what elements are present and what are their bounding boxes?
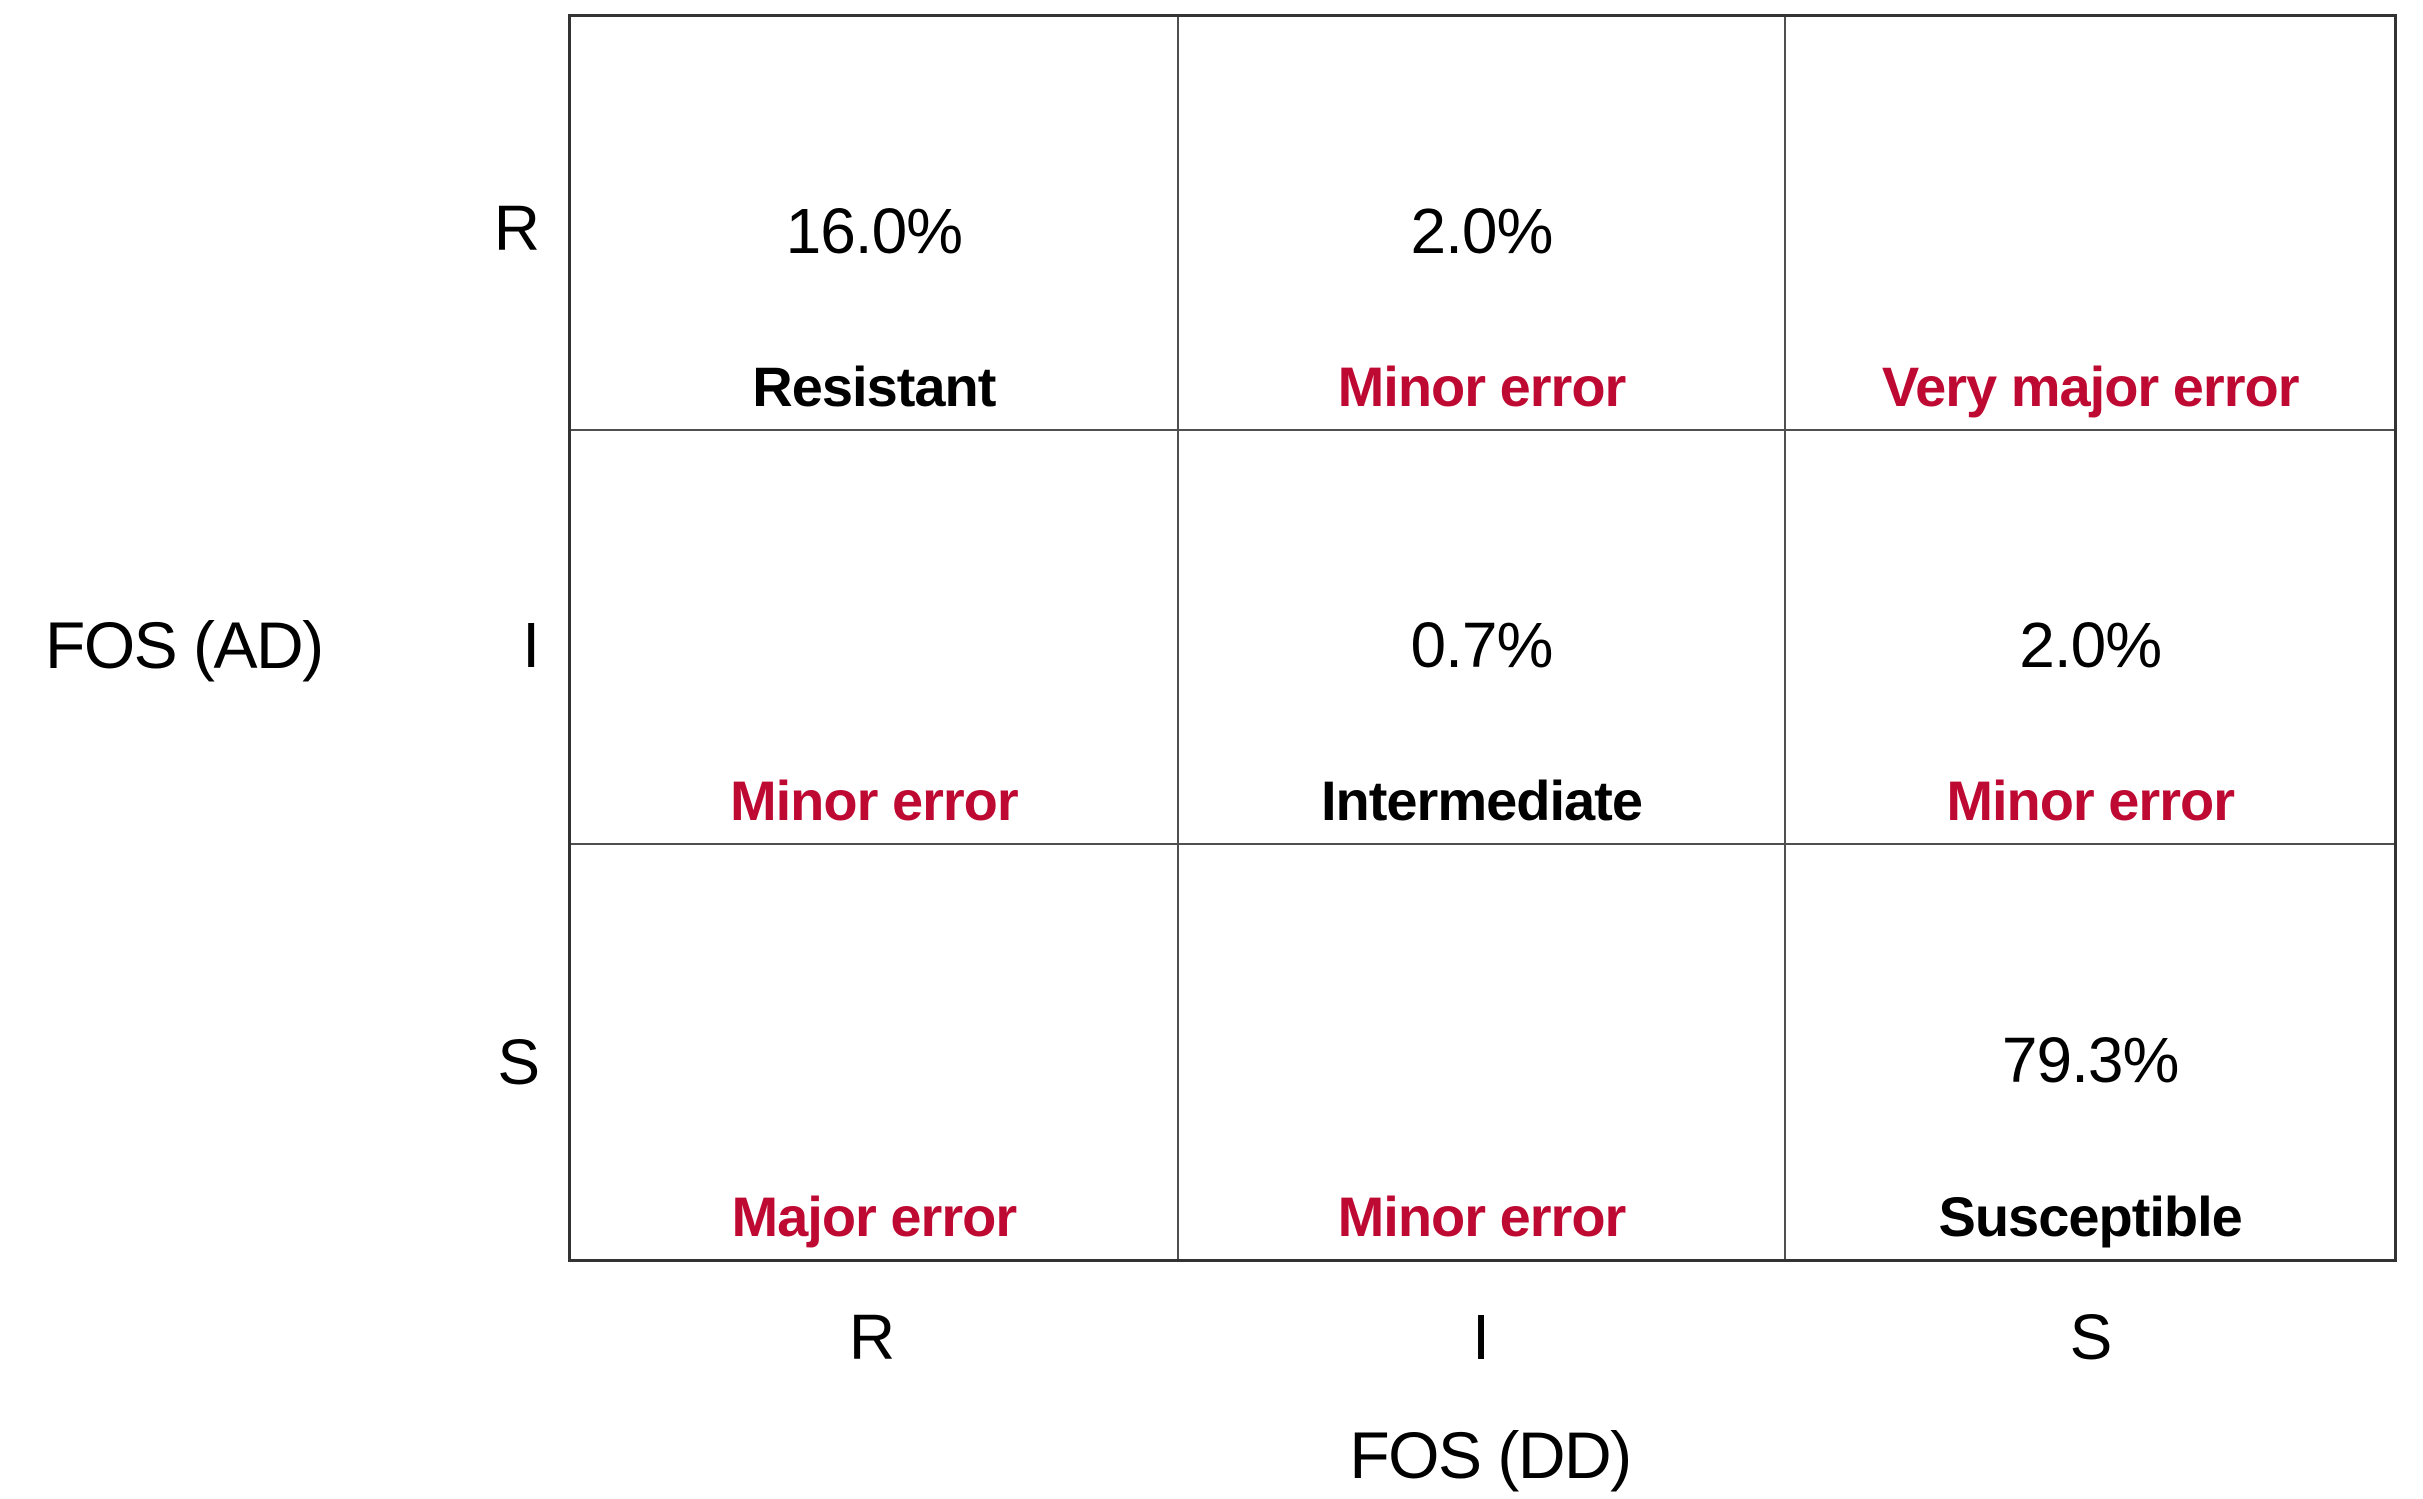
y-axis-title: FOS (AD) <box>45 608 324 682</box>
y-tick-I: I <box>522 609 540 681</box>
cell-percentage: 79.3% <box>2001 1024 2179 1097</box>
agreement-matrix-grid: 16.0% Resistant 2.0% Minor error Very ma… <box>568 14 2397 1262</box>
cell-percentage: 0.7% <box>1410 609 1554 682</box>
cell-category-label: Minor error <box>1337 354 1627 418</box>
cell-category-label: Very major error <box>1881 354 2300 418</box>
x-axis-title: FOS (DD) <box>1349 1418 1632 1492</box>
matrix-cell-I-I: 0.7% Intermediate <box>1178 431 1787 845</box>
matrix-cell-S-S: 79.3% Susceptible <box>1786 845 2394 1259</box>
cell-percentage: 16.0% <box>785 195 963 268</box>
cell-category-label: Major error <box>731 1184 1018 1248</box>
x-tick-R: R <box>848 1301 896 1373</box>
cell-category-label: Resistant <box>752 354 996 418</box>
matrix-cell-S-I: Minor error <box>1179 845 1787 1259</box>
matrix-cell-I-R: Minor error <box>571 431 1179 845</box>
matrix-cell-R-I: 2.0% Minor error <box>1178 17 1787 431</box>
matrix-cell-R-S: Very major error <box>1786 17 2394 431</box>
matrix-cell-I-S: 2.0% Minor error <box>1786 431 2394 845</box>
y-tick-R: R <box>493 192 540 264</box>
cell-percentage: 2.0% <box>2019 609 2162 682</box>
cell-percentage: 2.0% <box>1410 195 1554 268</box>
cell-category-label: Susceptible <box>1938 1184 2243 1248</box>
cell-category-label: Intermediate <box>1320 768 1643 832</box>
x-tick-I: I <box>1472 1301 1490 1373</box>
x-tick-S: S <box>2069 1301 2113 1373</box>
cell-category-label: Minor error <box>729 768 1019 832</box>
matrix-cell-S-R: Major error <box>571 845 1179 1259</box>
cell-category-label: Minor error <box>1337 1184 1627 1248</box>
matrix-cell-R-R: 16.0% Resistant <box>571 17 1179 431</box>
y-tick-S: S <box>497 1026 540 1098</box>
cell-category-label: Minor error <box>1946 768 2235 832</box>
